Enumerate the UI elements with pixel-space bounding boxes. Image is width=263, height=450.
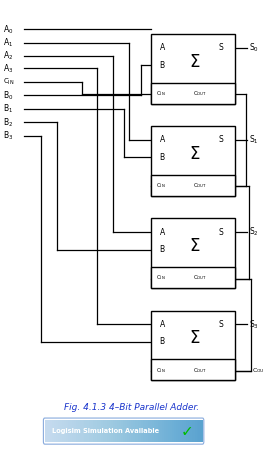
Text: A: A (160, 43, 165, 52)
Text: A: A (160, 135, 165, 144)
Bar (151, 267, 235, 288)
Text: Fig. 4.1.3 4–Bit Parallel Adder.: Fig. 4.1.3 4–Bit Parallel Adder. (64, 403, 199, 412)
Text: C$_{\mathsf{IN}}$: C$_{\mathsf{IN}}$ (156, 274, 166, 282)
Text: A: A (160, 228, 165, 237)
Text: B$_1$: B$_1$ (3, 103, 13, 115)
Text: B: B (160, 245, 165, 254)
Text: B: B (160, 153, 165, 162)
Text: C$_{\mathsf{OUT}}$: C$_{\mathsf{OUT}}$ (193, 89, 207, 98)
Text: A: A (160, 320, 165, 329)
Text: C$_{\mathsf{OUT}}$: C$_{\mathsf{OUT}}$ (193, 274, 207, 282)
Text: $\Sigma$: $\Sigma$ (189, 145, 201, 163)
Bar (151, 310, 235, 380)
Text: S$_3$: S$_3$ (249, 318, 259, 331)
Bar (151, 83, 235, 104)
Text: S$_1$: S$_1$ (249, 134, 259, 146)
Bar (151, 175, 235, 196)
Text: S: S (219, 320, 223, 329)
Text: B: B (160, 338, 165, 346)
Text: $\Sigma$: $\Sigma$ (189, 53, 201, 71)
Text: C$_{\mathsf{OUT}}$: C$_{\mathsf{OUT}}$ (193, 366, 207, 374)
Text: A$_0$: A$_0$ (3, 23, 13, 36)
Text: A$_2$: A$_2$ (3, 50, 13, 63)
Bar (151, 359, 235, 380)
Text: Logisim Simulation Available: Logisim Simulation Available (52, 428, 159, 434)
Text: A$_3$: A$_3$ (3, 62, 13, 75)
Text: A$_1$: A$_1$ (3, 36, 13, 49)
Text: B: B (160, 61, 165, 70)
Bar (151, 126, 235, 196)
Bar (151, 34, 235, 104)
Text: C$_{\mathsf{OUT}}$: C$_{\mathsf{OUT}}$ (193, 181, 207, 190)
Text: S$_0$: S$_0$ (249, 41, 259, 54)
Text: C$_{\mathsf{IN}}$: C$_{\mathsf{IN}}$ (156, 366, 166, 374)
Text: ✓: ✓ (180, 423, 193, 439)
Text: S$_2$: S$_2$ (249, 226, 259, 239)
Bar (151, 218, 235, 288)
Text: S: S (219, 228, 223, 237)
Text: C$_{\mathsf{IN}}$: C$_{\mathsf{IN}}$ (156, 181, 166, 190)
Text: S: S (219, 135, 223, 144)
Text: B$_0$: B$_0$ (3, 89, 13, 102)
Text: B$_3$: B$_3$ (3, 130, 13, 142)
Text: C$_{\mathsf{IN}}$: C$_{\mathsf{IN}}$ (3, 77, 14, 87)
Text: C$_{\mathsf{OUT}}$: C$_{\mathsf{OUT}}$ (252, 366, 263, 375)
Text: C$_{\mathsf{IN}}$: C$_{\mathsf{IN}}$ (156, 89, 166, 98)
Text: $\Sigma$: $\Sigma$ (189, 237, 201, 255)
Text: S: S (219, 43, 223, 52)
Text: $\Sigma$: $\Sigma$ (189, 329, 201, 347)
Text: B$_2$: B$_2$ (3, 116, 13, 129)
